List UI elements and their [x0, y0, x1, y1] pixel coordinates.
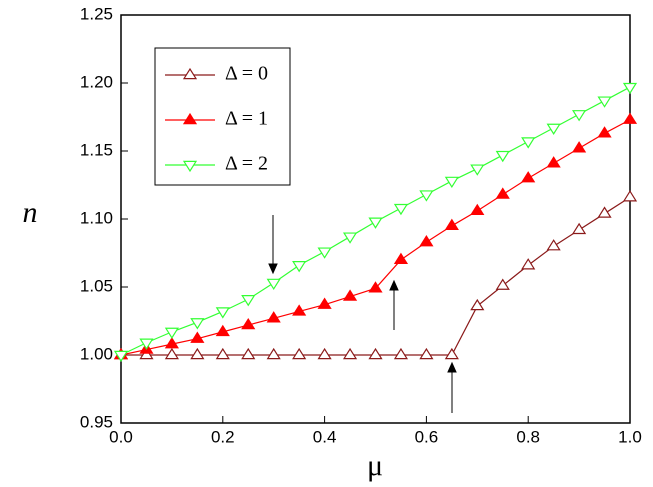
point — [470, 203, 485, 216]
legend-label: Δ = 2 — [225, 153, 268, 175]
point — [495, 150, 510, 163]
point — [521, 258, 536, 270]
y-tick-label: 1.00 — [80, 344, 113, 363]
y-tick-label: 1.15 — [80, 140, 113, 159]
point — [164, 327, 179, 340]
point — [342, 347, 358, 360]
point — [241, 295, 256, 307]
y-tick-label: 1.20 — [80, 72, 113, 91]
point — [572, 141, 587, 153]
point — [622, 82, 638, 95]
x-tick-label: 0.0 — [109, 427, 133, 446]
x-tick-label: 0.8 — [516, 427, 540, 446]
point — [292, 347, 307, 360]
y-tick-label: 1.05 — [80, 276, 113, 295]
y-tick-label: 1.25 — [80, 4, 113, 23]
legend-label: Δ = 1 — [225, 108, 268, 130]
point — [622, 190, 638, 202]
point — [266, 311, 281, 323]
y-axis-label: n — [23, 196, 38, 229]
point — [266, 347, 281, 360]
point — [317, 247, 332, 259]
point — [317, 347, 332, 360]
point — [444, 218, 459, 230]
point — [292, 261, 307, 273]
point — [521, 171, 536, 183]
point — [393, 203, 409, 216]
point — [241, 347, 256, 360]
legend-label: Δ = 0 — [225, 63, 268, 85]
point — [113, 350, 129, 363]
point — [241, 317, 256, 330]
legend-box — [154, 47, 291, 186]
point — [546, 156, 561, 168]
point — [597, 96, 612, 108]
point — [342, 289, 358, 301]
x-tick-label: 0.4 — [313, 427, 337, 446]
point — [521, 137, 536, 149]
point — [393, 347, 409, 360]
y-tick-label: 1.10 — [80, 208, 113, 227]
point — [393, 252, 409, 264]
point — [419, 234, 434, 247]
point — [572, 110, 587, 122]
point — [546, 123, 561, 136]
legend-marker — [182, 112, 198, 125]
point — [495, 278, 510, 290]
point — [444, 347, 459, 360]
point — [266, 278, 281, 291]
point — [622, 112, 638, 124]
point — [190, 331, 205, 343]
point — [215, 347, 230, 360]
point — [139, 347, 154, 360]
point — [495, 187, 510, 199]
point — [317, 297, 332, 309]
point — [444, 176, 459, 189]
point — [342, 232, 358, 244]
legend-marker — [182, 67, 198, 80]
point — [215, 324, 230, 337]
point — [597, 126, 612, 138]
point — [572, 222, 587, 235]
point — [164, 336, 179, 349]
point — [368, 347, 383, 360]
point — [190, 347, 205, 360]
point — [164, 347, 179, 360]
x-tick-label: 1.0 — [618, 427, 642, 446]
point — [368, 217, 383, 229]
x-tick-label: 0.6 — [415, 427, 439, 446]
y-tick-label: 0.95 — [80, 412, 113, 431]
x-axis-label: μ — [367, 449, 383, 482]
point — [139, 338, 154, 350]
point — [215, 307, 230, 319]
point — [368, 281, 383, 293]
legend-marker — [182, 160, 198, 173]
point — [470, 164, 485, 176]
point — [546, 239, 561, 251]
point — [190, 318, 205, 330]
point — [470, 298, 485, 311]
annotation-arrows — [268, 215, 457, 413]
point — [419, 347, 434, 360]
point — [419, 190, 434, 202]
x-tick-label: 0.2 — [211, 427, 235, 446]
point — [292, 304, 307, 316]
point — [597, 206, 612, 218]
